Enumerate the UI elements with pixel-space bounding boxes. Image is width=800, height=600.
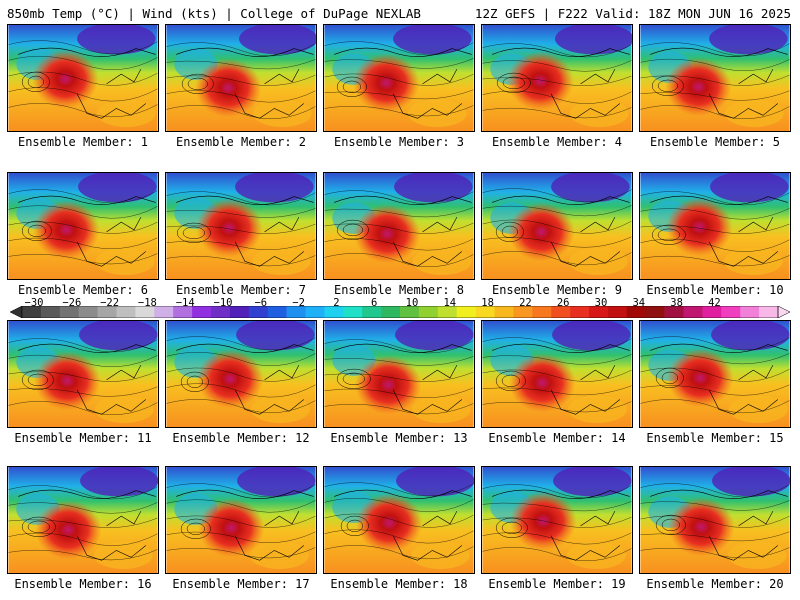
ensemble-member-caption: Ensemble Member: 2 <box>175 135 307 149</box>
ensemble-member-map-12 <box>165 320 317 428</box>
ensemble-member-map-20 <box>639 466 791 574</box>
colorbar-tick-label: 26 <box>556 297 570 309</box>
colorbar-tick-label: −2 <box>292 297 305 309</box>
colorbar-tick-label: 14 <box>443 297 457 309</box>
colorbar-tick-label: −18 <box>137 297 157 309</box>
header-bar: 850mb Temp (°C) | Wind (kts) | College o… <box>0 0 800 22</box>
colorbar-tick-label: −22 <box>100 297 120 309</box>
colorbar-tick-label: −10 <box>213 297 233 309</box>
ensemble-member-map-6 <box>7 172 159 280</box>
colorbar-tick-label: 6 <box>371 297 378 309</box>
ensemble-member-map-1 <box>7 24 159 132</box>
colorbar-tick-label: −6 <box>254 297 268 309</box>
ensemble-member-map-13 <box>323 320 475 428</box>
ensemble-member-caption: Ensemble Member: 17 <box>172 577 310 591</box>
ensemble-member-caption: Ensemble Member: 11 <box>14 431 152 445</box>
colorbar-tick-label: 2 <box>333 297 340 309</box>
colorbar-tick-label: −26 <box>62 297 82 309</box>
ensemble-member-map-10 <box>639 172 791 280</box>
ensemble-member-map-3 <box>323 24 475 132</box>
product-title: 850mb Temp (°C) | Wind (kts) | College o… <box>7 6 421 21</box>
ensemble-member-map-7 <box>165 172 317 280</box>
ensemble-member-map-8 <box>323 172 475 280</box>
ensemble-member-caption: Ensemble Member: 5 <box>649 135 781 149</box>
ensemble-member-caption: Ensemble Member: 14 <box>488 431 626 445</box>
ensemble-member-map-2 <box>165 24 317 132</box>
colorbar-tick-label: 30 <box>594 297 608 309</box>
ensemble-member-caption: Ensemble Member: 19 <box>488 577 626 591</box>
colorbar-tick-label: 34 <box>632 297 646 309</box>
ensemble-member-caption: Ensemble Member: 20 <box>646 577 784 591</box>
ensemble-member-caption: Ensemble Member: 8 <box>333 283 465 297</box>
ensemble-member-caption: Ensemble Member: 7 <box>175 283 307 297</box>
ensemble-member-map-4 <box>481 24 633 132</box>
colorbar-tick-label: −14 <box>175 297 195 309</box>
temperature-colorbar <box>10 306 790 318</box>
colorbar-tick-label: −30 <box>24 297 44 309</box>
ensemble-member-caption: Ensemble Member: 18 <box>330 577 468 591</box>
ensemble-member-caption: Ensemble Member: 13 <box>330 431 468 445</box>
colorbar-tick-label: 18 <box>481 297 494 309</box>
ensemble-member-caption: Ensemble Member: 16 <box>14 577 152 591</box>
ensemble-member-caption: Ensemble Member: 9 <box>491 283 623 297</box>
colorbar-tick-label: 10 <box>405 297 419 309</box>
ensemble-member-caption: Ensemble Member: 6 <box>17 283 149 297</box>
ensemble-member-caption: Ensemble Member: 4 <box>491 135 623 149</box>
colorbar-tick-label: 38 <box>670 297 683 309</box>
ensemble-member-map-15 <box>639 320 791 428</box>
colorbar-tick-label: 22 <box>519 297 532 309</box>
ensemble-member-map-16 <box>7 466 159 574</box>
colorbar-tick-label: 42 <box>708 297 721 309</box>
ensemble-member-map-14 <box>481 320 633 428</box>
ensemble-member-caption: Ensemble Member: 3 <box>333 135 465 149</box>
ensemble-member-map-18 <box>323 466 475 574</box>
ensemble-member-map-9 <box>481 172 633 280</box>
ensemble-member-caption: Ensemble Member: 12 <box>172 431 310 445</box>
ensemble-member-caption: Ensemble Member: 10 <box>646 283 784 297</box>
ensemble-member-caption: Ensemble Member: 15 <box>646 431 784 445</box>
ensemble-member-map-17 <box>165 466 317 574</box>
ensemble-member-map-5 <box>639 24 791 132</box>
ensemble-member-caption: Ensemble Member: 1 <box>17 135 149 149</box>
run-valid-time: 12Z GEFS | F222 Valid: 18Z MON JUN 16 20… <box>474 6 791 21</box>
ensemble-member-map-19 <box>481 466 633 574</box>
ensemble-member-map-11 <box>7 320 159 428</box>
